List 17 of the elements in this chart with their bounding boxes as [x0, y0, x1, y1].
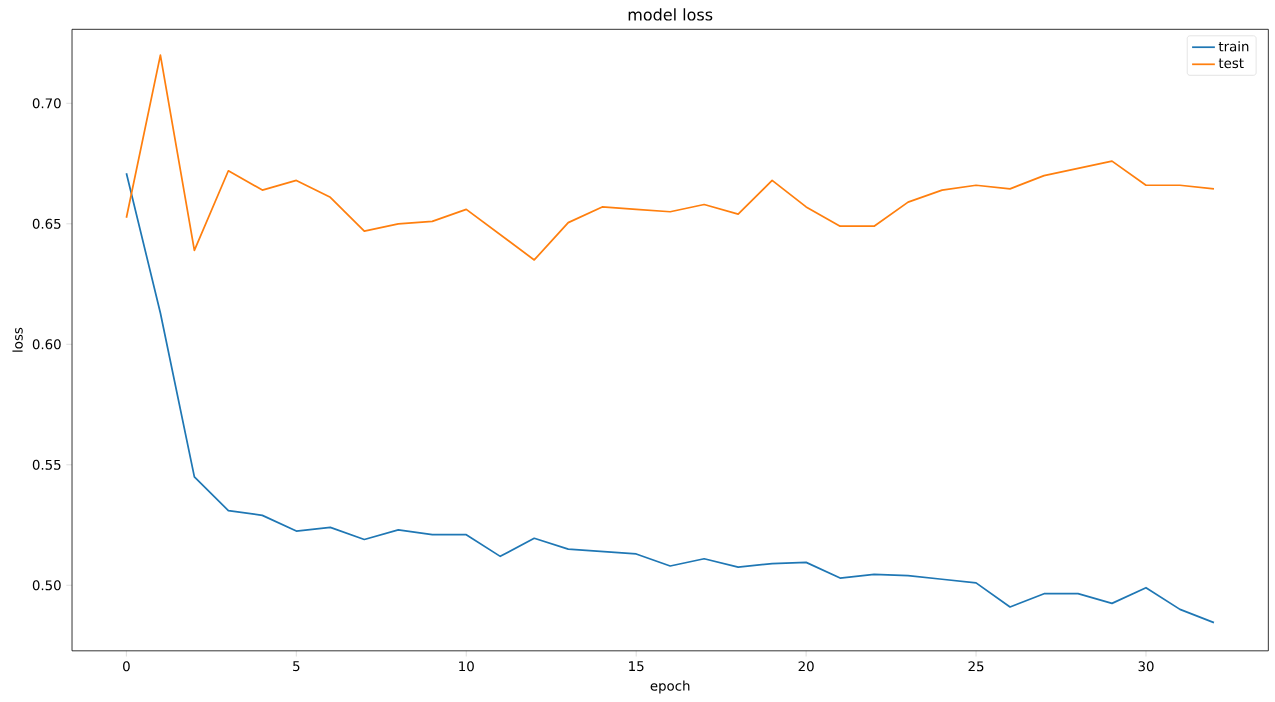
- x-tick-label: 20: [798, 661, 814, 672]
- y-axis-title: loss: [12, 328, 23, 352]
- y-tick-label: 0.55: [32, 459, 61, 471]
- y-tick-label: 0.65: [32, 218, 61, 230]
- x-tick-label: 15: [629, 661, 644, 672]
- x-tick-label: 25: [968, 661, 984, 672]
- x-tick-label: 30: [1138, 661, 1154, 672]
- x-tick-label: 10: [459, 661, 474, 672]
- x-tick-label: 0: [123, 661, 130, 672]
- x-tick-label: 5: [293, 661, 300, 672]
- legend-label: test: [1218, 58, 1244, 69]
- y-tick-label: 0.50: [32, 580, 61, 591]
- y-tick-label: 0.70: [32, 98, 61, 109]
- x-axis-title: epoch: [650, 680, 690, 694]
- legend-label: train: [1218, 41, 1249, 52]
- chart-title: model loss: [628, 8, 713, 21]
- y-tick-label: 0.60: [32, 339, 61, 350]
